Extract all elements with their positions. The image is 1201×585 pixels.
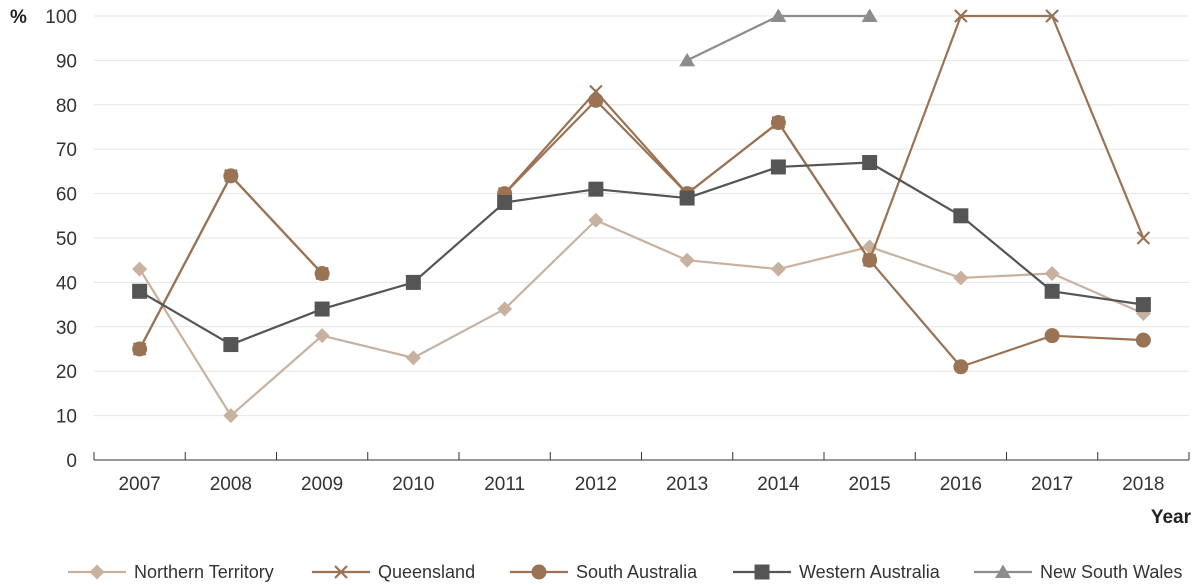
legend: Northern Territory Queensland South Austra…: [68, 562, 1182, 582]
x-tick-label: 2015: [848, 474, 890, 495]
legend-item-south-australia: South Australia: [510, 562, 698, 582]
x-axis: 2007 2008 2009 2010 2011 2012 2013 2014 2015 2016…: [93, 452, 1190, 495]
data-point: [679, 190, 695, 206]
data-point: [862, 155, 878, 171]
data-point: [588, 212, 604, 228]
legend-label: Northern Territory: [134, 562, 274, 582]
x-tick-label: 2007: [118, 474, 160, 495]
x-tick-label: 2011: [484, 474, 525, 495]
series-layer: [132, 8, 1151, 424]
series-line: [503, 14, 1145, 262]
data-point: [679, 52, 696, 67]
data-point: [497, 301, 513, 317]
legend-item-northern-territory: Northern Territory: [68, 562, 274, 582]
legend-marker: [754, 564, 770, 580]
legend-label: New South Wales: [1040, 562, 1182, 582]
y-tick-label: 20: [56, 362, 77, 383]
x-tick-label: 2010: [392, 474, 434, 495]
data-point: [588, 181, 604, 197]
series-queensland: [132, 9, 1151, 356]
series-south-australia: [132, 92, 1151, 375]
series-line: [138, 219, 1144, 417]
series-line: [138, 174, 323, 350]
y-tick-label: 10: [56, 407, 77, 428]
x-axis-title: Year: [1151, 507, 1192, 528]
legend-marker: [995, 564, 1011, 578]
data-point: [1136, 231, 1151, 245]
y-tick-label: 80: [56, 96, 77, 117]
y-tick-label: 30: [56, 318, 77, 339]
y-axis-title: %: [10, 7, 27, 28]
series-line: [686, 14, 870, 62]
data-point: [588, 92, 604, 108]
y-tick-label: 50: [56, 229, 77, 250]
legend-item-queensland: Queensland: [312, 562, 475, 582]
data-point: [1044, 283, 1060, 299]
series-new-south-wales: [679, 8, 878, 67]
series-line: [139, 161, 1144, 346]
data-point: [1045, 9, 1059, 23]
y-tick-label: 70: [56, 140, 77, 161]
legend-item-western-australia: Western Australia: [733, 562, 941, 582]
legend-item-new-south-wales: New South Wales: [974, 562, 1182, 582]
data-point: [405, 350, 421, 366]
data-point: [132, 283, 148, 299]
x-tick-label: 2013: [666, 474, 708, 495]
y-tick-label: 0: [66, 451, 77, 472]
data-point: [679, 252, 695, 268]
x-tick-label: 2009: [301, 474, 343, 495]
data-point: [1135, 297, 1151, 313]
data-point: [223, 337, 239, 353]
gridlines: [94, 15, 1189, 417]
legend-label: South Australia: [576, 562, 698, 582]
y-tick-label: 60: [56, 185, 77, 206]
data-point: [314, 266, 330, 282]
data-point: [861, 8, 878, 22]
data-point: [770, 159, 786, 175]
x-tick-label: 2014: [757, 474, 800, 495]
data-point: [314, 328, 330, 344]
x-tick-label: 2018: [1122, 474, 1164, 495]
data-point: [1044, 328, 1060, 344]
data-point: [223, 408, 239, 424]
series-line: [503, 99, 1144, 368]
x-tick-label: 2012: [575, 474, 617, 495]
data-point: [223, 168, 239, 184]
y-axis: 0 10 20 30 40 50 60 70 80 90 100: [45, 7, 77, 472]
legend-label: Queensland: [378, 562, 475, 582]
x-tick-label: 2008: [210, 474, 252, 495]
data-point: [953, 359, 969, 375]
series-northern-territory: [132, 212, 1151, 424]
data-point: [132, 341, 148, 357]
legend-label: Western Australia: [799, 562, 941, 582]
data-point: [770, 115, 786, 131]
data-point: [953, 270, 969, 286]
y-tick-label: 100: [45, 7, 77, 28]
data-point: [314, 301, 330, 317]
y-tick-label: 40: [56, 273, 77, 294]
x-tick-label: 2016: [940, 474, 982, 495]
legend-marker: [334, 565, 348, 579]
legend-marker: [531, 564, 547, 580]
data-point: [1044, 266, 1060, 282]
data-point: [862, 252, 878, 268]
data-point: [405, 274, 421, 290]
data-point: [770, 8, 787, 22]
data-point: [954, 9, 968, 23]
y-tick-label: 90: [56, 51, 77, 72]
legend-marker: [89, 564, 105, 580]
series-western-australia: [132, 155, 1151, 353]
data-point: [132, 261, 148, 277]
data-point: [770, 261, 786, 277]
series-line: [138, 174, 323, 350]
data-point: [1135, 332, 1151, 348]
data-point: [953, 208, 969, 224]
data-point: [497, 194, 513, 210]
x-tick-label: 2017: [1031, 474, 1073, 495]
